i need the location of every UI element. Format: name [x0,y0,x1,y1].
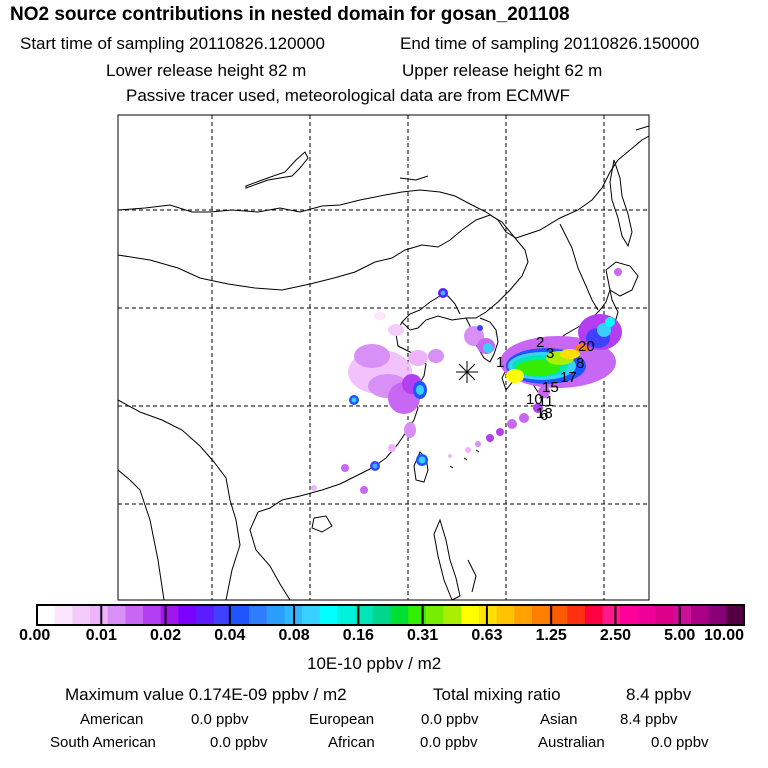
colorbar-cell [337,605,356,625]
colorbar-tick-label: 0.63 [471,627,503,644]
colorbar-ticks [100,605,681,625]
colorbar-tick-label: 2.50 [599,627,632,644]
source-label: 10 [526,391,543,408]
plot-title: NO2 source contributions in nested domai… [10,4,570,25]
end-time-label: End time of sampling 20110826.150000 [400,34,700,53]
colorbar-tick-label: 0.31 [407,627,439,644]
source-label: 1 [496,354,504,371]
colorbar-tick-label: 0.00 [19,627,51,644]
region-value-european: 0.0 ppbv [421,711,479,728]
region-value-south-american: 0.0 ppbv [210,734,268,751]
colorbar-cell [160,605,180,625]
colorbar-cell [726,605,745,625]
map-frame [117,114,650,601]
total-mixing-ratio-value: 8.4 ppbv [626,685,692,704]
concentration-field [311,268,622,494]
receptor-marker-icon [456,361,478,383]
source-label: 6 [540,407,548,424]
source-label: 3 [546,345,554,362]
colorbar-units: 10E-10 ppbv / m2 [307,654,442,673]
colorbar-tick-label: 0.08 [278,627,310,644]
colorbar-cell [531,605,551,625]
source-labels: 1 2 3 20 17 8 15 10 11 18 6 [496,334,595,424]
colorbar-tick-label: 0.16 [342,627,374,644]
map-content: 1 2 3 20 17 8 15 10 11 18 6 [118,115,649,600]
colorbar-cell [549,605,568,625]
colorbar-cell [355,605,374,625]
colorbar-cell [425,605,445,625]
colorbar-tick-label: 0.04 [214,627,246,644]
colorbar-cell [461,605,480,625]
colorbar-cell [231,605,250,625]
colorbar-tick-label: 10.00 [703,627,745,644]
region-name-south-american: South American [50,734,156,751]
region-name-asian: Asian [540,711,578,728]
colorbar-cell [125,605,144,625]
colorbar-cell [249,605,268,625]
upper-release-label: Upper release height 62 m [402,61,603,80]
region-name-american: American [80,711,144,728]
source-label: 20 [578,338,595,355]
colorbar-cells [37,605,745,625]
colorbar-cell [584,605,604,625]
colorbar-cell [655,605,674,625]
source-label: 15 [542,379,559,396]
colorbar-tick-label: 0.02 [149,627,182,644]
colorbar-cell [72,605,91,625]
colorbar [36,604,745,626]
colorbar-cell [478,605,498,625]
colorbar-cell [602,605,621,625]
colorbar-cell [514,605,533,625]
colorbar-cell [690,605,710,625]
colorbar-cell [372,605,392,625]
colorbar-cell [302,605,321,625]
colorbar-tick-label: 5.00 [664,627,696,644]
colorbar-cell [196,605,215,625]
colorbar-tick-label: 0.01 [85,627,117,644]
region-name-european: European [309,711,375,728]
tracer-note: Passive tracer used, meteorological data… [126,86,571,105]
colorbar-cell [90,605,109,625]
colorbar-cell [37,605,56,625]
gridlines [118,115,649,600]
colorbar-cell [637,605,657,625]
colorbar-cell [496,605,515,625]
colorbar-cell [673,605,692,625]
colorbar-tick-label: 1.25 [535,627,567,644]
colorbar-cell [107,605,126,625]
region-value-american: 0.0 ppbv [191,711,249,728]
colorbar-cell [443,605,462,625]
region-value-asian: 8.4 ppbv [620,711,678,728]
colorbar-cell [567,605,586,625]
region-name-african: African [328,734,375,751]
colorbar-cell [54,605,73,625]
region-value-african: 0.0 ppbv [420,734,478,751]
source-label: 8 [576,355,584,372]
start-time-label: Start time of sampling 20110826.120000 [20,34,325,53]
maximum-value-label: Maximum value 0.174E-09 ppbv / m2 [65,685,347,704]
colorbar-cell [620,605,639,625]
region-value-australian: 0.0 ppbv [651,734,709,751]
colorbar-cell [143,605,162,625]
colorbar-cell [266,605,286,625]
colorbar-cell [178,605,197,625]
source-label: 2 [536,334,544,351]
lower-release-label: Lower release height 82 m [106,61,307,80]
source-label: 17 [560,369,577,386]
colorbar-cell [319,605,339,625]
colorbar-cell [390,605,409,625]
source-label: 11 [538,393,554,410]
colorbar-cell [708,605,727,625]
colorbar-cell [408,605,427,625]
total-mixing-ratio-label: Total mixing ratio [433,685,561,704]
source-label: 18 [536,405,553,422]
colorbar-cell [213,605,233,625]
colorbar-frame [36,604,745,626]
region-name-australian: Australian [538,734,605,751]
